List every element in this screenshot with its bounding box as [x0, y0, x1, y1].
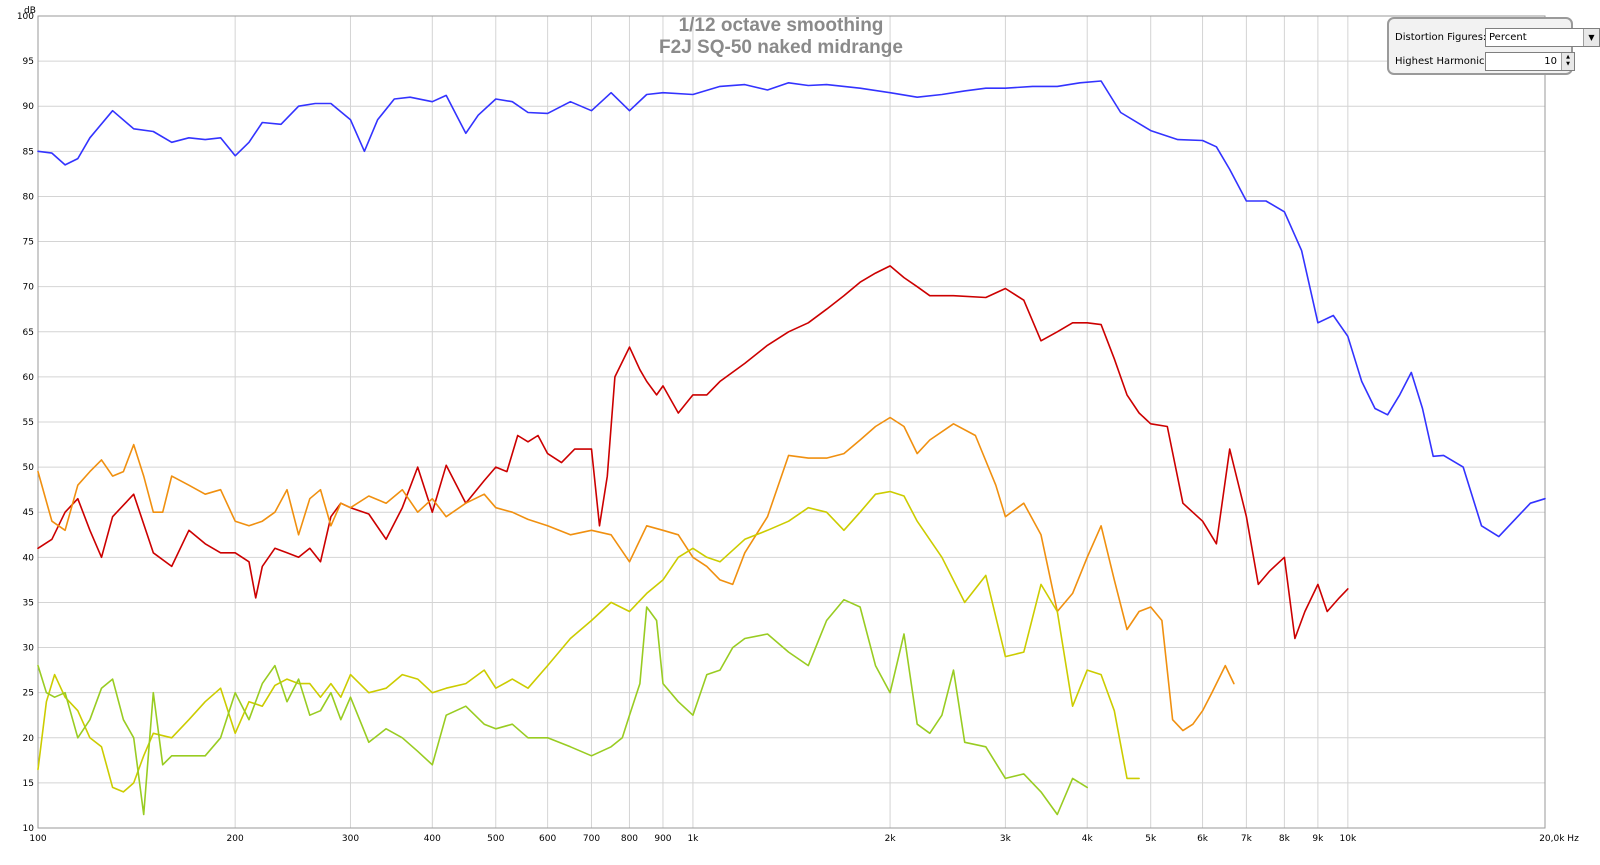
x-tick-label: 7k: [1241, 834, 1253, 844]
chevron-down-icon[interactable]: ▼: [1583, 28, 1599, 46]
series-line-5: [37, 598, 1088, 816]
plot-border: [37, 15, 1546, 829]
x-tick-label: 300: [342, 834, 359, 844]
y-tick-label: 70: [23, 283, 35, 293]
x-tick-label: 4k: [1082, 834, 1094, 844]
x-tick-label: 20,0k Hz: [1539, 834, 1579, 844]
y-tick-label: 35: [23, 598, 34, 608]
y-tick-label: 65: [23, 328, 34, 338]
x-tick-label: 500: [487, 834, 504, 844]
y-tick-label: 50: [23, 463, 35, 473]
plot-frame: [37, 15, 1546, 829]
x-tick-label: 700: [583, 834, 600, 844]
spinner-arrows-icon[interactable]: ▲ ▼: [1561, 52, 1574, 70]
y-axis-unit-label: dB: [24, 6, 36, 16]
distortion-figures-label: Distortion Figures:: [1395, 31, 1487, 43]
x-tick-label: 3k: [1000, 834, 1012, 844]
x-tick-label: 400: [424, 834, 441, 844]
y-tick-label: 100: [17, 12, 34, 22]
distortion-figures-select[interactable]: Percent ▼: [1485, 27, 1600, 47]
x-tick-label: 100: [29, 834, 46, 844]
y-tick-label: 15: [23, 779, 34, 789]
highest-harmonic-row: Highest Harmonic: 10 ▲ ▼: [1395, 51, 1575, 71]
x-tick-label: 2k: [885, 834, 897, 844]
x-tick-label: 600: [539, 834, 556, 844]
y-tick-label: 85: [23, 147, 34, 157]
y-tick-label: 40: [23, 553, 35, 563]
series-line-1: [37, 80, 1546, 538]
x-tick-label: 1k: [687, 834, 699, 844]
series-line-4: [37, 490, 1140, 793]
y-tick-label: 55: [23, 418, 34, 428]
y-tick-label: 25: [23, 689, 34, 699]
y-tick-label: 95: [23, 57, 34, 67]
y-tick-label: 45: [23, 508, 34, 518]
x-tick-label: 900: [654, 834, 671, 844]
x-tick-label: 200: [227, 834, 244, 844]
chart-title: 1/12 octave smoothing: [679, 15, 884, 36]
chart-subtitle: F2J SQ-50 naked midrange: [659, 37, 903, 58]
x-tick-label: 800: [621, 834, 638, 844]
grid-lines: [37, 15, 1546, 829]
y-tick-label: 90: [23, 102, 35, 112]
distortion-figures-value: Percent: [1489, 31, 1527, 43]
x-tick-label: 10k: [1340, 834, 1357, 844]
highest-harmonic-label: Highest Harmonic:: [1395, 55, 1488, 67]
distortion-figures-row: Distortion Figures: Percent ▼: [1395, 27, 1600, 47]
series-line-2: [37, 265, 1349, 640]
highest-harmonic-spinner[interactable]: 10 ▲ ▼: [1485, 51, 1575, 71]
series-line-3: [37, 416, 1235, 732]
x-axis-ticks: 100 200 300 400 500 600 700 800 900 1k 2k 3k 4k 5k 6k 7…: [29, 834, 1579, 844]
series-layer: [37, 80, 1546, 816]
x-tick-label: 5k: [1145, 834, 1157, 844]
y-axis-ticks: 10 15 20 25 30 35 40 45 50 55 60 65 70 75 80 85 90 95 100: [17, 12, 34, 834]
distortion-settings-panel: Distortion Figures: Percent ▼ Highest Ha…: [1387, 17, 1600, 75]
x-tick-label: 6k: [1197, 834, 1209, 844]
highest-harmonic-value: 10: [1544, 55, 1557, 67]
y-tick-label: 30: [23, 644, 35, 654]
x-tick-label: 9k: [1312, 834, 1324, 844]
y-tick-label: 20: [23, 734, 35, 744]
y-tick-label: 75: [23, 238, 34, 248]
y-tick-label: 80: [23, 192, 35, 202]
y-tick-label: 60: [23, 373, 35, 383]
x-tick-label: 8k: [1279, 834, 1291, 844]
y-tick-label: 10: [23, 824, 35, 834]
